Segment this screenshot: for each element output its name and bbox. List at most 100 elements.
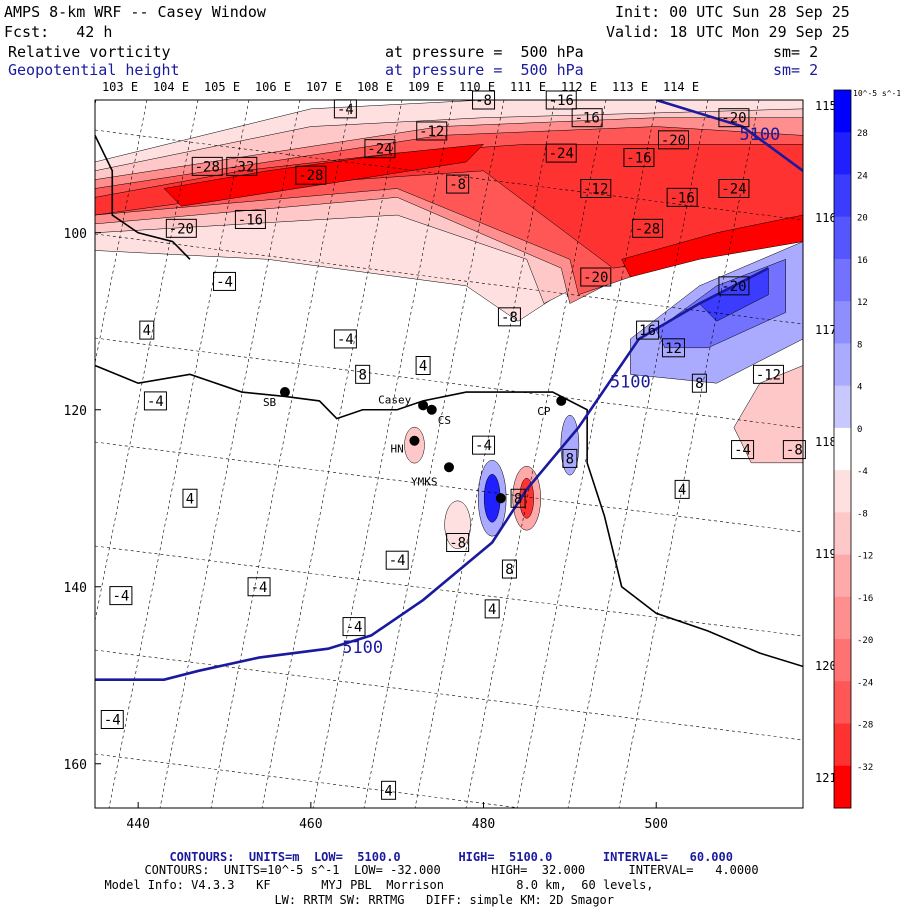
field1-smoothing: sm= 2 (773, 43, 819, 61)
colorbar-swatch (834, 301, 851, 344)
y-tick-label: 120 (64, 404, 87, 419)
height-contour-label: 5100 (342, 638, 383, 658)
colorbar-swatch (834, 427, 851, 471)
meridian-line (108, 100, 250, 808)
vorticity-label: -4 (475, 438, 492, 454)
vorticity-label-box (226, 156, 258, 176)
colorbar-swatch (834, 132, 851, 175)
colorbar-tick-label: 12 (857, 298, 868, 308)
vorticity-label: -8 (449, 177, 466, 193)
vorticity-label: 4 (678, 482, 686, 498)
vorticity-label-box (364, 139, 396, 159)
vorticity-label: -20 (169, 221, 194, 237)
vorticity-label-box (416, 121, 448, 141)
vorticity-label-box (752, 364, 784, 384)
vorticity-label: -8 (786, 443, 803, 459)
vorticity-label-box (355, 364, 371, 384)
vorticity-label-box (234, 209, 266, 229)
colorbar-swatch (834, 216, 851, 260)
footer-model-info: Model Info: V4.3.3 KF MYJ PBL Morrison 8… (90, 866, 653, 892)
colorbar-tick-label: 28 (857, 129, 868, 139)
station-marker (418, 400, 429, 411)
colorbar-tick-label: 16 (857, 256, 868, 266)
vorticity-label: 8 (566, 451, 574, 467)
meridian-line (95, 100, 148, 365)
station-marker (279, 387, 290, 398)
vorticity-label: 8 (514, 491, 522, 507)
colorbar-tick-label: -4 (857, 467, 868, 477)
x-tick-label: 480 (472, 817, 495, 832)
footer-line4-text: LW: RRTM SW: RRTMG DIFF: simple KM: 2D S… (274, 893, 615, 907)
x-tick-label: 500 (644, 817, 667, 832)
colorbar-swatch (834, 90, 851, 133)
meridian-line (261, 100, 403, 808)
field2-smoothing: sm= 2 (773, 61, 819, 79)
field1-name: Relative vorticity (8, 43, 171, 61)
vorticity-label-box (385, 550, 409, 570)
vorticity-label-box (165, 218, 197, 238)
vorticity-label-box (446, 174, 470, 194)
vorticity-label: -8 (501, 310, 518, 326)
vorticity-label-box (213, 271, 237, 291)
map-line-layer (95, 100, 803, 808)
station-marker (426, 404, 437, 415)
longitude-label: 112 E (561, 80, 597, 94)
longitude-label: 111 E (510, 80, 546, 94)
vorticity-label: -4 (216, 274, 233, 290)
vort-sw-negative (444, 500, 471, 550)
vorticity-label: -4 (337, 102, 354, 118)
meridian-line (363, 100, 505, 808)
footer-line1-text: CONTOURS: UNITS=m LOW= 5100.0 HIGH= 5100… (169, 850, 733, 864)
parallel-line (95, 337, 803, 429)
longitude-label: 113 E (612, 80, 648, 94)
vorticity-label: -24 (549, 146, 574, 162)
vorticity-label-box (484, 599, 500, 619)
longitude-label: 106 E (255, 80, 291, 94)
vorticity-label: -16 (574, 111, 599, 127)
colorbar-swatch (834, 174, 851, 218)
longitude-label: 104 E (153, 80, 189, 94)
vorticity-label-box (247, 577, 271, 597)
longitude-label: 114 E (663, 80, 699, 94)
vorticity-label: -8 (449, 536, 466, 552)
station-marker (556, 395, 567, 406)
vorticity-label-box (100, 710, 124, 729)
vort-east-positive (560, 414, 580, 476)
colorbar-swatch (834, 554, 851, 598)
vorticity-label-box (182, 488, 198, 508)
longitude-label: 110 E (459, 80, 495, 94)
valid-time: Valid: 18 UTC Mon 29 Sep 25 (606, 23, 850, 41)
colorbar-tick-label: -24 (857, 678, 873, 688)
meridian-line (95, 100, 97, 107)
vorticity-label: -20 (583, 270, 608, 286)
colorbar-tick-label: -20 (857, 636, 873, 646)
vorticity-label: -28 (635, 221, 660, 237)
vorticity-label-box (674, 479, 690, 499)
parallel-line (95, 233, 803, 325)
station-layer: SB Casey CS HN YMKS CP (263, 387, 567, 504)
vorticity-label: -16 (669, 190, 694, 206)
field1-level: at pressure = 500 hPa (385, 43, 584, 61)
colorbar-unit: 10^-5 s^-1 (853, 89, 900, 98)
footer-physics-info: LW: RRTM SW: RRTMG DIFF: simple KM: 2D S… (260, 881, 614, 907)
vorticity-label: 16 (639, 323, 656, 339)
vorticity-label-box (718, 276, 750, 296)
vorticity-label-box (691, 373, 707, 393)
vorticity-label-box (545, 143, 577, 163)
height-contour-label: 5100 (739, 125, 780, 145)
vorticity-label-box (731, 440, 755, 460)
vorticity-label-box (657, 130, 689, 150)
vorticity-label-box (295, 165, 327, 185)
colorbar-tick-label: -8 (857, 509, 868, 519)
vort-patch-east (733, 365, 803, 464)
colorbar-frame (833, 89, 852, 809)
colorbar-swatch (834, 512, 851, 556)
colorbar-tick-label: -32 (857, 763, 873, 773)
vorticity-label: -20 (721, 111, 746, 127)
footer-vorticity-contours: CONTOURS: UNITS=10^-5 s^-1 LOW= -32.000 … (130, 851, 758, 877)
colorbar-tick-label: 20 (857, 214, 868, 224)
parallel-line (95, 753, 523, 808)
meridian-line (210, 100, 352, 808)
colorbar-swatch (834, 765, 851, 809)
station-marker (495, 493, 506, 504)
